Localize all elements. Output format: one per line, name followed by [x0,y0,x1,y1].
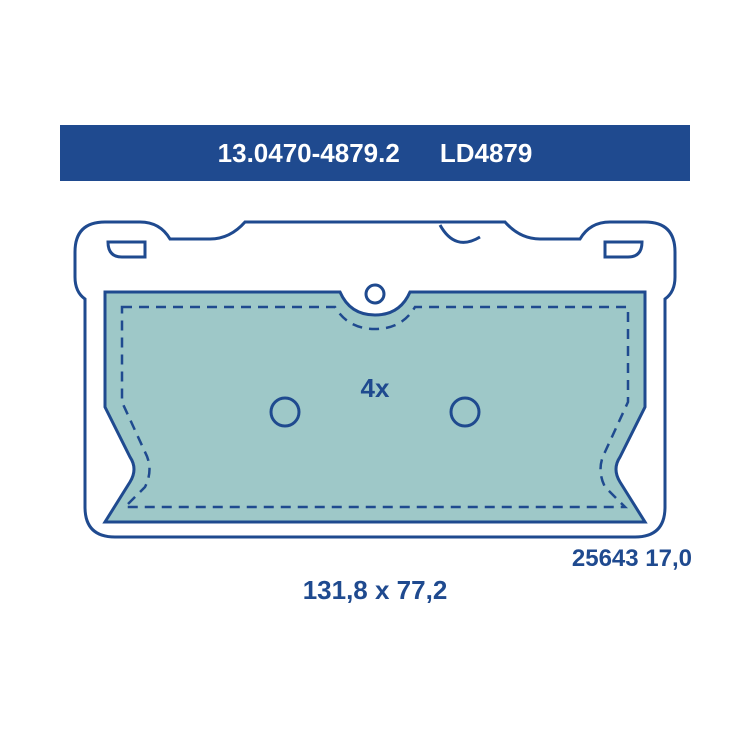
dimensions-label: 131,8 x 77,2 [60,575,690,606]
part-diagram-frame: 13.0470-4879.2 LD4879 4x 25643 17,0 [60,125,690,625]
mount-hole-left [108,242,145,257]
friction-pad [105,292,645,522]
quantity-label: 4x [361,373,390,403]
pad-top-notch-circle [366,285,384,303]
ref-label: 25643 17,0 [572,545,692,573]
part-code: LD4879 [440,138,533,169]
top-notch [440,225,480,242]
part-number: 13.0470-4879.2 [218,138,400,169]
header-bar: 13.0470-4879.2 LD4879 [60,125,690,181]
brake-pad-diagram: 4x [60,197,690,561]
mount-hole-right [605,242,642,257]
diagram-area: 4x [60,197,690,561]
